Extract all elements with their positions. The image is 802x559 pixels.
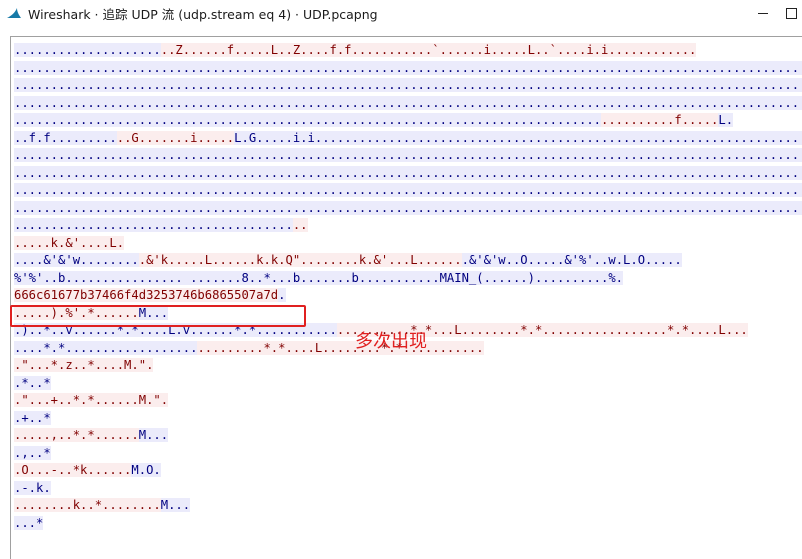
stream-line: ........................................…: [14, 200, 802, 218]
stream-content-pane[interactable]: ......................Z......f.....L..Z.…: [10, 36, 802, 559]
server-segment: .&'&'w..O.....&'%'..w.L.O.....: [461, 253, 682, 267]
server-segment: .: [278, 288, 286, 302]
server-segment: ....................: [14, 43, 161, 57]
server-segment: .-.k.: [14, 480, 51, 495]
client-segment: .&'k.....L......k.k.Q"........k.&'...L..…: [138, 253, 462, 267]
server-segment: ....&'&'w........: [14, 253, 139, 267]
stream-line: ........................................…: [14, 77, 802, 95]
server-segment: ....*.*..................: [14, 340, 198, 355]
maximize-icon: [786, 7, 797, 19]
stream-line: .+..*: [14, 410, 802, 428]
server-segment: ..f.f.........: [14, 130, 117, 145]
client-segment: .....).%'.*......: [14, 305, 139, 320]
client-segment: .........*.*....L........*.*...........: [197, 340, 484, 355]
stream-line: .....).%'.*......M...: [14, 305, 802, 323]
client-segment: ..G.......i.....: [116, 130, 235, 145]
server-segment: L.G.....i.i.............................…: [234, 130, 802, 145]
stream-line: 666c61677b37466f4d3253746b6865507a7d.: [14, 287, 802, 305]
stream-line: ........................................…: [14, 95, 802, 113]
window-title: Wireshark · 追踪 UDP 流 (udp.stream eq 4) ·…: [28, 6, 378, 22]
client-segment: ."...*.z..*....M.".: [14, 358, 154, 372]
server-segment: M...: [160, 498, 191, 512]
stream-line: ..f.f...........G.......i.....L.G.....i.…: [14, 130, 802, 148]
maximize-button[interactable]: [786, 0, 802, 26]
server-segment: ........................................…: [14, 95, 802, 110]
server-segment: %'%'..b................ .......8..*...b.…: [14, 270, 624, 285]
minimize-icon: [758, 12, 768, 14]
server-segment: M.O.: [131, 463, 161, 477]
server-segment: ........................................…: [14, 200, 802, 215]
stream-line: %'%'..b................ .......8..*...b.…: [14, 270, 802, 288]
window-titlebar: Wireshark · 追踪 UDP 流 (udp.stream eq 4) ·…: [0, 0, 802, 26]
stream-line: ."...+..*.*......M.".: [14, 392, 802, 410]
server-segment: ........................................…: [14, 183, 802, 197]
stream-line: .-.k.: [14, 480, 802, 498]
client-segment: ..Z......f.....L..Z....f.f...........`..…: [160, 43, 697, 57]
stream-line: .O...-..*k......M.O.: [14, 462, 802, 480]
client-segment: .....k.&'....L.: [14, 235, 125, 250]
server-segment: ........................................…: [14, 148, 802, 162]
server-segment: ...*: [14, 515, 44, 530]
stream-line: ."...*.z..*....M.".: [14, 357, 802, 375]
annotation-label: 多次出现: [355, 331, 427, 352]
server-segment: .*..*: [14, 375, 51, 390]
server-segment: ........................................…: [14, 165, 802, 180]
server-segment: ........................................…: [14, 78, 802, 92]
server-segment: ......................................: [14, 218, 293, 232]
stream-line: ........................................…: [14, 60, 802, 78]
server-segment: M...: [138, 305, 169, 320]
client-segment: ..........f.....: [601, 113, 719, 127]
stream-line: .,..*: [14, 445, 802, 463]
server-segment: .+..*: [14, 410, 51, 425]
stream-line: ....*.*...........................*.*...…: [14, 340, 802, 358]
stream-line: ........................................…: [14, 182, 802, 200]
client-segment: .O...-..*k......: [14, 463, 132, 477]
stream-line: ...*: [14, 515, 802, 533]
wireshark-fin-icon: [6, 7, 22, 19]
stream-line: .....,..*.*......M...: [14, 427, 802, 445]
stream-line: ........k..*........M...: [14, 497, 802, 515]
server-segment: .,..*: [14, 445, 51, 460]
client-segment: ..........*.*...L........*.*............…: [336, 323, 748, 337]
stream-text: ......................Z......f.....L..Z.…: [14, 42, 802, 532]
stream-line: ........................................…: [14, 147, 802, 165]
stream-line: ........................................: [14, 217, 802, 235]
server-segment: ........................................…: [14, 113, 601, 127]
server-segment: L.: [718, 113, 734, 127]
stream-line: ....&'&'w.........&'k.....L......k.k.Q".…: [14, 252, 802, 270]
stream-line: ........................................…: [14, 112, 802, 130]
client-segment: .....,..*.*......: [14, 428, 139, 442]
server-segment: ........................................…: [14, 60, 802, 75]
client-segment: ."...+..*.*......M.".: [14, 393, 169, 407]
server-segment: M...: [138, 428, 169, 442]
server-segment: .)..*..v......*.*....L.v......*.*.......…: [14, 323, 337, 337]
stream-line: ......................Z......f.....L..Z.…: [14, 42, 802, 60]
client-segment: 666c61677b37466f4d3253746b6865507a7d: [14, 288, 279, 302]
stream-line: .....k.&'....L.: [14, 235, 802, 253]
minimize-button[interactable]: [740, 0, 786, 26]
stream-line: ........................................…: [14, 165, 802, 183]
stream-line: .*..*: [14, 375, 802, 393]
client-segment: ..: [292, 218, 308, 232]
client-segment: ........k..*........: [14, 498, 161, 512]
